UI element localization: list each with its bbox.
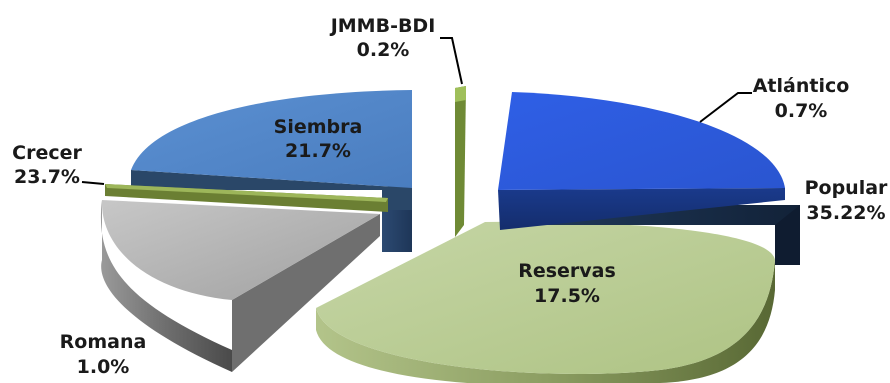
label-popular-value: 35.22% (806, 202, 885, 224)
leader-crecer (81, 181, 105, 185)
slice-jmmb-bdi (455, 86, 466, 237)
label-crecer-value: 23.7% (14, 166, 80, 188)
label-reservas-name: Reservas (518, 260, 616, 282)
label-siembra-value: 21.7% (285, 140, 351, 162)
label-popular-name: Popular (805, 177, 888, 199)
label-jmmb-bdi-value: 0.2% (357, 39, 410, 61)
slice-siembra (131, 90, 412, 252)
label-atlantico-name: Atlántico (753, 75, 850, 97)
label-crecer-name: Crecer (12, 142, 82, 164)
leader-atlantico (699, 92, 752, 123)
label-romana-value: 1.0% (77, 356, 130, 378)
label-reservas-value: 17.5% (534, 285, 600, 307)
label-atlantico-value: 0.7% (775, 100, 828, 122)
slice-romana (100, 200, 380, 372)
label-siembra-name: Siembra (274, 116, 363, 138)
slice-crecer (105, 184, 388, 212)
slice-reservas (316, 221, 775, 383)
leader-jmmb-bdi (440, 37, 463, 85)
slice-atlantico (498, 92, 785, 230)
label-jmmb-bdi-name: JMMB-BDI (329, 15, 436, 37)
label-romana-name: Romana (60, 331, 147, 353)
